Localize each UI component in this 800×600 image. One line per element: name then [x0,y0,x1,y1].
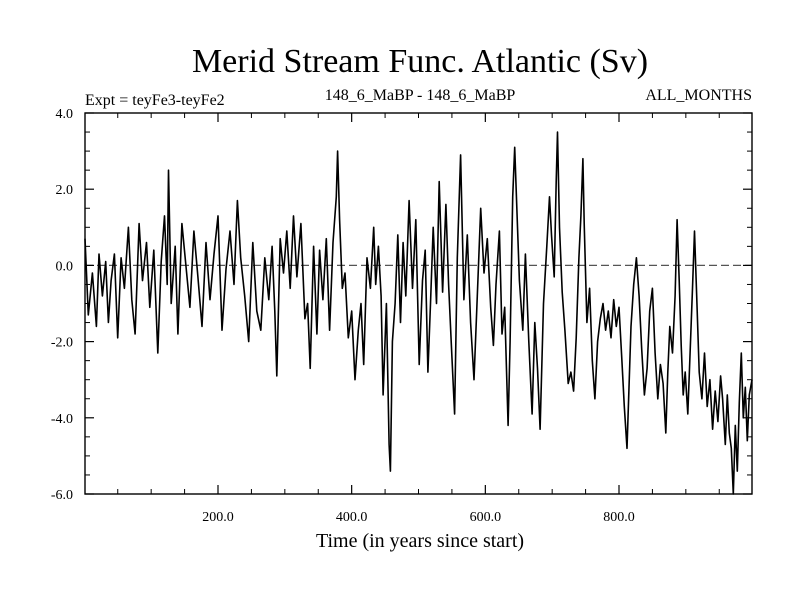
y-tick-label: 0.0 [56,259,74,274]
y-tick-label: -4.0 [51,412,73,427]
chart-subtitle-months: ALL_MONTHS [645,87,752,104]
chart-title: Merid Stream Func. Atlantic (Sv) [192,43,648,80]
y-tick-label: 2.0 [56,183,74,198]
x-tick-label: 200.0 [202,510,234,525]
chart-subtitle-expt: Expt = teyFe3-teyFe2 [85,92,225,109]
ticks-layer: -6.0 -4.0 -2.0 0.0 2.0 4.0 200.0 400.0 600.0 800.… [51,107,752,525]
y-tick-label: -6.0 [51,488,73,503]
series-layer [84,131,753,495]
series-line-0 [84,131,753,495]
chart-subtitle-period: 148_6_MaBP - 148_6_MaBP [325,87,516,104]
x-tick-label: 600.0 [470,510,502,525]
y-tick-label: -2.0 [51,336,73,351]
x-tick-label: 800.0 [603,510,635,525]
y-tick-label: 4.0 [56,107,74,122]
x-tick-label: 400.0 [336,510,368,525]
plot-frame [84,112,753,495]
x-axis-label: Time (in years since start) [316,530,524,552]
